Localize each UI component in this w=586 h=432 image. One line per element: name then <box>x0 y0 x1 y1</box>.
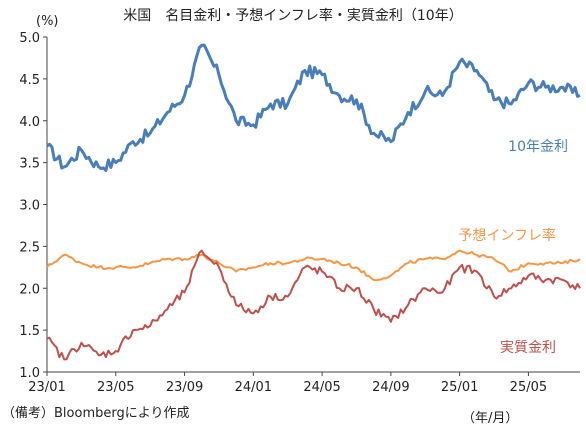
y-tick-label: 3.0 <box>19 199 40 214</box>
y-tick-label: 5.0 <box>19 31 40 46</box>
series-line-1 <box>46 249 581 282</box>
source-note: （備考）Bloombergにより作成 <box>2 405 189 421</box>
y-tick-label: 4.5 <box>19 73 40 88</box>
y-tick-label: 2.0 <box>19 282 40 297</box>
series-lines <box>46 43 581 361</box>
y-axis-unit: (%) <box>36 14 59 29</box>
x-tick-label: 25/05 <box>510 380 547 395</box>
x-tick-label: 23/09 <box>166 380 203 395</box>
x-tick-label: 24/09 <box>372 380 409 395</box>
y-tick-label: 4.0 <box>19 115 40 130</box>
x-tick-label: 23/01 <box>28 380 65 395</box>
series-label-0: 10年金利 <box>508 139 568 155</box>
x-tick-labels: 23/01 23/05 23/09 24/01 24/05 24/09 25/01 25/05 <box>28 372 547 395</box>
series-line-0 <box>46 43 581 172</box>
y-tick-label: 3.5 <box>19 157 40 172</box>
x-tick-label: 25/01 <box>441 380 478 395</box>
x-tick-label: 24/05 <box>303 380 340 395</box>
y-tick-label: 2.5 <box>19 240 40 255</box>
axes <box>46 37 580 373</box>
x-tick-label: 23/05 <box>97 380 134 395</box>
x-tick-label: 24/01 <box>235 380 272 395</box>
y-tick-label: 1.5 <box>19 324 40 339</box>
y-tick-label: 1.0 <box>19 366 40 381</box>
series-line-2 <box>46 249 581 361</box>
chart-title: 米国 名目金利・予想インフレ率・実質金利（10年） <box>123 7 462 24</box>
series-label-2: 実質金利 <box>500 340 556 356</box>
x-axis-unit: （年/月） <box>462 411 518 426</box>
series-label-1: 予想インフレ率 <box>458 227 556 244</box>
y-tick-labels: 5.0 4.5 4.0 3.5 3.0 2.5 2.0 1.5 1.0 <box>19 31 47 381</box>
